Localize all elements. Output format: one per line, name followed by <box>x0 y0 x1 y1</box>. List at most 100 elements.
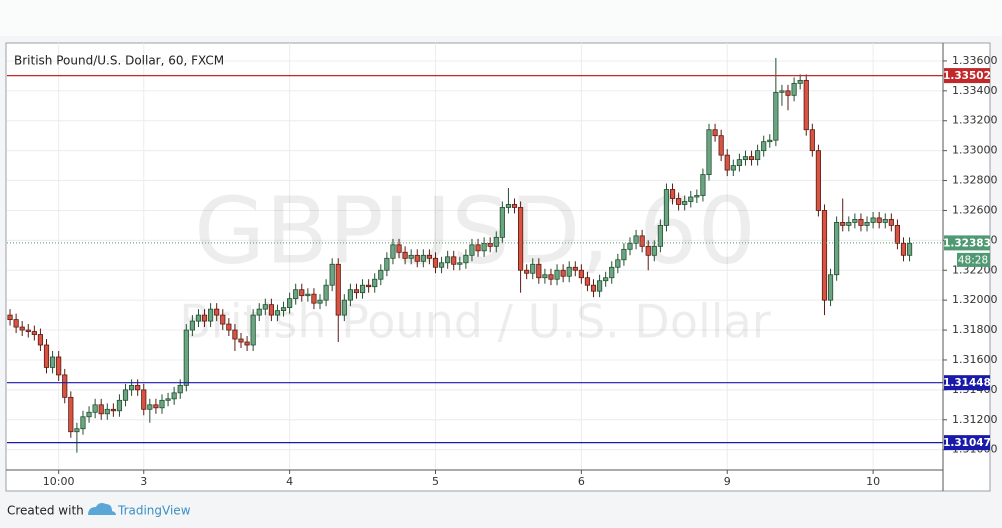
candle-body <box>706 129 712 175</box>
candle-body <box>791 82 797 96</box>
candle-body <box>335 263 341 316</box>
y-tick-label: 1.32800 <box>952 174 998 187</box>
level-label-box <box>944 435 990 451</box>
candle-body <box>712 129 718 137</box>
candle-body <box>469 244 475 256</box>
candle-body <box>852 219 858 223</box>
candle-body <box>481 242 487 252</box>
candle-body <box>104 408 110 415</box>
candle-body <box>621 248 627 261</box>
candle-body <box>840 222 846 226</box>
candle-body <box>858 219 864 226</box>
candle-body <box>347 289 353 301</box>
candle-body <box>13 319 19 328</box>
countdown-box <box>957 252 990 267</box>
candle-body <box>815 150 821 211</box>
y-tick-label: 1.31200 <box>952 413 998 426</box>
candle-body <box>669 189 676 199</box>
candle-body <box>730 165 736 171</box>
candle-body <box>341 299 347 316</box>
candle-body <box>110 408 116 412</box>
tradingview-logo <box>88 503 116 515</box>
candle-body <box>499 207 505 238</box>
candle-body <box>864 222 870 226</box>
candle-body <box>171 392 177 400</box>
candle-body <box>19 326 25 331</box>
candle-body <box>645 245 651 256</box>
candle-body <box>311 293 317 304</box>
candle-body <box>68 396 74 433</box>
y-tick-label: 1.33400 <box>952 84 998 97</box>
candle-body <box>402 251 408 259</box>
candle-body <box>414 254 420 262</box>
chart-title: British Pound/U.S. Dollar, 60, FXCM <box>14 54 224 68</box>
candle-body <box>250 314 256 346</box>
candle-body <box>329 263 335 286</box>
y-tick-label: 1.33000 <box>952 144 998 157</box>
candle-body <box>700 174 706 196</box>
candle-body <box>609 266 615 279</box>
candle-body <box>505 204 512 208</box>
candle-body <box>408 254 414 259</box>
candle-body <box>49 356 56 368</box>
candle-body <box>894 225 901 244</box>
candle-body <box>214 308 220 316</box>
level-label: 1.33502 <box>943 70 991 82</box>
candle-body <box>736 159 742 166</box>
candle-body <box>900 242 907 256</box>
candle-body <box>597 280 603 292</box>
candle-body <box>359 284 366 294</box>
candle-body <box>694 195 700 198</box>
candle-body <box>305 293 311 297</box>
candle-body <box>846 222 852 226</box>
candle-body <box>25 329 31 332</box>
x-tick-label: 5 <box>432 475 439 488</box>
candle-body <box>183 329 189 386</box>
candle-body <box>238 338 244 343</box>
candle-body <box>323 284 329 301</box>
candle-body <box>663 189 670 226</box>
y-tick-label: 1.32000 <box>952 293 998 306</box>
candle-body <box>888 219 894 226</box>
candle-body <box>280 307 287 312</box>
candle-body <box>372 278 378 288</box>
candle-body <box>827 274 834 301</box>
candle-body <box>742 156 749 161</box>
candle-body <box>451 256 457 265</box>
candle-body <box>724 154 730 171</box>
candle-body <box>882 219 888 223</box>
candle-body <box>560 269 566 277</box>
candle-body <box>651 245 657 256</box>
candle-body <box>803 79 809 131</box>
candle-body <box>92 404 98 413</box>
candle-body <box>195 314 202 322</box>
level-label-box <box>944 68 990 84</box>
candle-body <box>572 266 578 271</box>
candle-body <box>821 210 828 301</box>
candle-body <box>767 139 773 143</box>
candle-body <box>80 416 86 430</box>
candle-body <box>287 298 293 309</box>
candle-body <box>566 266 572 277</box>
axis: 1.310001.312001.314001.316001.318001.320… <box>43 54 998 488</box>
candle-body <box>445 256 451 264</box>
candle-body <box>220 314 226 325</box>
candle-body <box>615 259 621 268</box>
candle-body <box>420 254 426 262</box>
y-tick-label: 1.31800 <box>952 323 998 336</box>
candle-body <box>584 277 591 286</box>
candle-body <box>141 389 147 410</box>
candle-body <box>293 289 299 300</box>
candle-body <box>116 399 123 412</box>
candle-body <box>396 244 402 253</box>
candle-body <box>274 310 281 316</box>
footer-brand[interactable]: TradingView <box>117 504 191 518</box>
x-tick-label: 4 <box>286 475 293 488</box>
candle-body <box>487 242 493 247</box>
candle-body <box>135 384 141 391</box>
candle-body <box>748 156 755 161</box>
last-price-box <box>944 235 990 251</box>
candle-body <box>74 428 80 433</box>
candle-body <box>378 269 384 280</box>
